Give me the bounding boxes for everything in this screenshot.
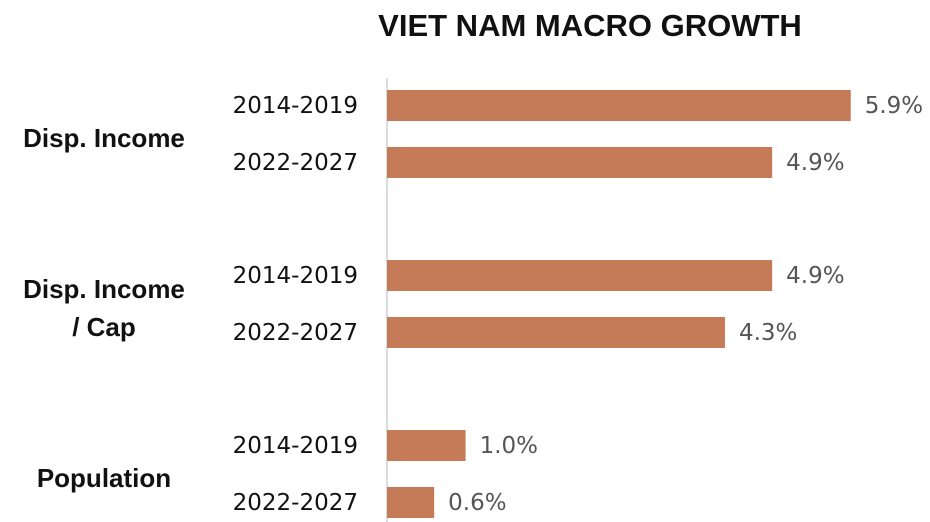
group-label: Population xyxy=(36,463,172,493)
chart-title: VIET NAM MACRO GROWTH xyxy=(378,8,802,43)
value-label: 5.9% xyxy=(865,93,923,119)
value-label: 4.9% xyxy=(786,150,844,176)
category-label: 2014-2019 xyxy=(233,433,358,459)
value-label: 1.0% xyxy=(480,433,538,459)
category-label: 2014-2019 xyxy=(233,263,358,289)
category-label: 2022-2027 xyxy=(233,150,358,176)
group-label: Disp. Income xyxy=(23,123,185,153)
bar xyxy=(387,487,435,518)
bar xyxy=(387,90,851,121)
category-label: 2022-2027 xyxy=(233,490,358,516)
bar xyxy=(387,430,466,461)
bar xyxy=(387,260,773,291)
value-label: 0.6% xyxy=(448,490,506,516)
group-label: Disp. Income / Cap xyxy=(23,274,185,342)
bar xyxy=(387,317,725,348)
category-label: 2022-2027 xyxy=(233,320,358,346)
value-label: 4.3% xyxy=(739,320,797,346)
bar xyxy=(387,147,773,178)
category-label: 2014-2019 xyxy=(233,93,358,119)
value-label: 4.9% xyxy=(786,263,844,289)
